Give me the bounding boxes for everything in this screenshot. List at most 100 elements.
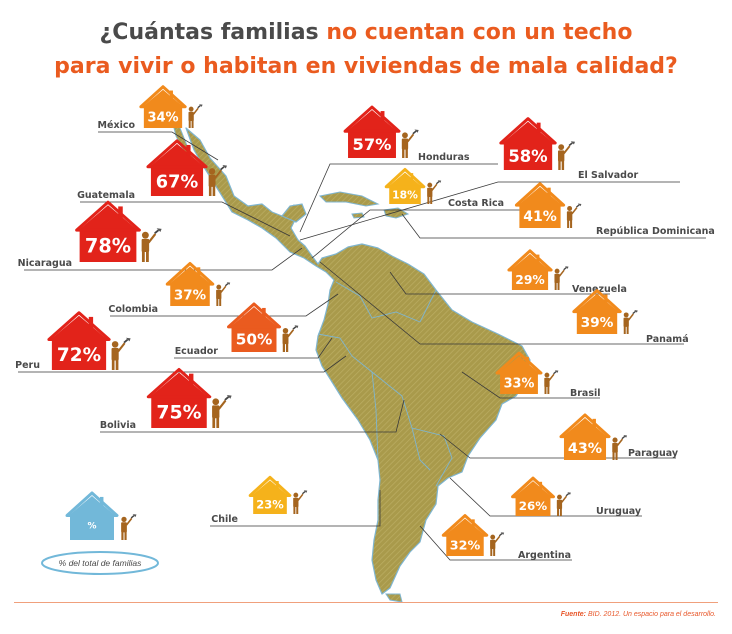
marker-argentina: 32% Argentina — [441, 514, 571, 561]
marker-guatemala: 67% Guatemala — [77, 139, 227, 201]
country-label-honduras: Honduras — [418, 152, 470, 163]
value-label-chile: 23% — [256, 497, 284, 511]
marker-ecuador: 50% Ecuador — [175, 302, 299, 357]
value-label-costa-rica: 18% — [392, 189, 418, 202]
country-label-republica-dominicana: República Dominicana — [596, 226, 715, 237]
country-label-venezuela: Venezuela — [572, 284, 627, 295]
connector-ecuador — [174, 337, 333, 359]
person-hammer-icon — [208, 165, 227, 196]
house-icon — [146, 139, 208, 196]
legend: % % del total de familias — [41, 491, 159, 575]
marker-venezuela: 29% Venezuela — [507, 249, 627, 295]
title-line-2: para vivir o habitan en viviendas de mal… — [54, 54, 678, 79]
connector-nicaragua — [24, 247, 303, 271]
connector-mexico — [98, 131, 219, 161]
value-label-nicaragua: 78% — [85, 234, 131, 257]
country-label-argentina: Argentina — [518, 550, 571, 561]
value-label-mexico: 34% — [147, 111, 178, 126]
connector-honduras — [299, 163, 498, 233]
person-hammer-icon — [282, 325, 299, 352]
source-note: Fuente: BID. 2012. Un espacio para el de… — [561, 611, 716, 618]
house-icon — [499, 117, 557, 170]
country-label-brasil: Brasil — [570, 388, 601, 399]
value-label-paraguay: 43% — [568, 441, 602, 457]
country-label-costa-rica: Costa Rica — [448, 198, 504, 209]
marker-paraguay: 43% Paraguay — [559, 413, 679, 460]
connector-brasil — [461, 371, 600, 399]
value-label-venezuela: 29% — [515, 273, 544, 287]
value-label-el-salvador: 58% — [508, 147, 547, 166]
person-hammer-icon — [544, 370, 559, 394]
map-borders — [317, 281, 453, 487]
connector-lines — [18, 131, 706, 561]
connector-colombia — [110, 293, 339, 317]
title-part-2: no cuentan con un techo — [326, 20, 633, 45]
house-icon — [495, 351, 543, 394]
country-label-panama: Panamá — [646, 334, 689, 345]
connector-venezuela — [389, 271, 610, 295]
marker-brasil: 33% Brasil — [495, 351, 601, 399]
country-markers: 34% México 57% Honduras 58% El Salvador 67% Gua… — [15, 85, 715, 561]
country-label-mexico: México — [98, 120, 136, 131]
country-label-colombia: Colombia — [108, 304, 158, 315]
marker-nicaragua: 78% Nicaragua — [18, 200, 162, 269]
map-cuba — [318, 191, 380, 207]
connector-paraguay — [439, 433, 676, 459]
connector-guatemala — [80, 201, 291, 237]
marker-honduras: 57% Honduras — [343, 105, 470, 163]
source-text: BID. 2012. Un espacio para el desarrollo… — [587, 611, 716, 618]
house-icon — [75, 200, 141, 262]
connector-el-salvador — [299, 181, 680, 241]
map-tierra-del-fuego — [385, 593, 403, 603]
house-icon — [559, 413, 611, 460]
legend-caption-oval — [41, 551, 159, 575]
legend-house-icon — [65, 491, 119, 540]
person-hammer-icon — [401, 129, 419, 158]
person-hammer-icon — [566, 203, 582, 228]
country-label-ecuador: Ecuador — [175, 346, 219, 357]
legend-symbol: % — [87, 521, 96, 531]
person-hammer-icon — [490, 532, 505, 556]
connector-republica-dominicana — [401, 213, 706, 239]
value-label-guatemala: 67% — [156, 172, 199, 192]
source-label: Fuente: — [560, 611, 587, 618]
country-label-chile: Chile — [211, 514, 238, 525]
marker-el-salvador: 58% El Salvador — [499, 117, 638, 181]
country-label-paraguay: Paraguay — [628, 448, 679, 459]
person-hammer-icon — [111, 337, 131, 370]
house-icon — [248, 475, 292, 514]
value-label-ecuador: 50% — [236, 330, 273, 348]
marker-costa-rica: 18% Costa Rica — [384, 167, 504, 209]
marker-peru: 72% Peru — [15, 311, 131, 371]
person-hammer-icon — [554, 266, 569, 290]
person-hammer-icon — [623, 310, 638, 334]
person-hammer-icon — [188, 104, 203, 128]
house-icon — [441, 514, 489, 556]
value-label-republica-dominicana: 41% — [523, 209, 557, 225]
chart-title: ¿Cuántas familias no cuentan con un tech… — [0, 16, 732, 84]
marker-uruguay: 26% Uruguay — [511, 476, 642, 517]
footer-divider — [14, 602, 718, 603]
marker-colombia: 37% Colombia — [108, 261, 231, 315]
value-label-honduras: 57% — [353, 135, 392, 154]
connector-chile — [210, 490, 381, 527]
marker-bolivia: 75% Bolivia — [100, 368, 232, 431]
house-icon — [165, 261, 215, 306]
house-icon — [139, 85, 187, 128]
house-icon — [384, 167, 426, 204]
house-icon — [572, 289, 622, 334]
country-label-peru: Peru — [15, 360, 40, 371]
marker-panama: 39% Panamá — [572, 289, 689, 345]
value-label-brasil: 33% — [504, 377, 535, 392]
country-label-guatemala: Guatemala — [77, 190, 135, 201]
connector-uruguay — [449, 477, 642, 517]
person-hammer-icon — [216, 282, 231, 306]
house-icon — [507, 249, 553, 290]
value-label-argentina: 32% — [450, 538, 481, 553]
house-icon — [511, 476, 555, 516]
marker-republica-dominicana: 41% República Dominicana — [514, 182, 715, 237]
value-label-peru: 72% — [57, 345, 101, 366]
map-jamaica — [351, 212, 365, 219]
value-label-uruguay: 26% — [519, 499, 548, 513]
